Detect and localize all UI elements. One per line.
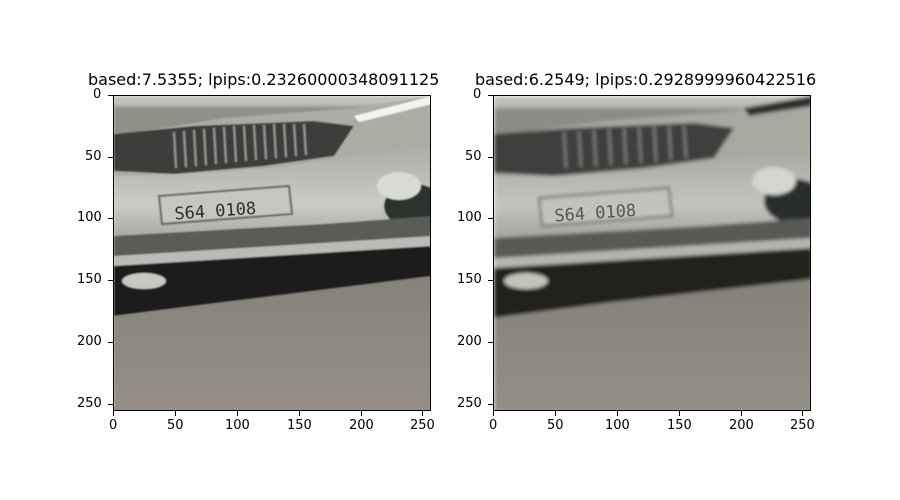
left-x-tick-label: 200	[349, 418, 374, 433]
right-y-tick-label: 100	[457, 210, 482, 225]
right-x-tick-mark	[555, 411, 556, 416]
right-y-tick-label: 50	[465, 149, 482, 164]
left-y-tick-mark	[108, 342, 113, 343]
left-x-tick-mark	[361, 411, 362, 416]
right-y-tick-label: 200	[457, 334, 482, 349]
left-y-tick-mark	[108, 404, 113, 405]
left-y-tick-mark	[108, 280, 113, 281]
left-x-tick-mark	[299, 411, 300, 416]
right-car-image: S64 0108	[494, 96, 810, 410]
left-y-tick-label: 50	[85, 149, 102, 164]
left-x-tick-label: 50	[167, 418, 184, 433]
right-x-tick-mark	[493, 411, 494, 416]
right-x-tick-label: 250	[790, 418, 815, 433]
right-y-tick-label: 0	[473, 87, 482, 102]
left-y-tick-label: 250	[77, 396, 102, 411]
left-image-axes: S64 0108	[113, 95, 431, 411]
right-y-tick-label: 250	[457, 396, 482, 411]
left-car-image: S64 0108	[114, 96, 430, 410]
right-y-tick-mark	[488, 404, 493, 405]
left-y-tick-mark	[108, 95, 113, 96]
right-x-tick-label: 50	[547, 418, 564, 433]
right-x-tick-mark	[802, 411, 803, 416]
left-x-tick-mark	[113, 411, 114, 416]
right-panel-title: based:6.2549; lpips:0.2928999960422516	[475, 70, 817, 89]
right-y-tick-label: 150	[457, 272, 482, 287]
right-x-tick-mark	[679, 411, 680, 416]
left-y-tick-label: 0	[93, 87, 102, 102]
right-y-tick-mark	[488, 157, 493, 158]
right-x-tick-label: 200	[729, 418, 754, 433]
left-x-tick-label: 100	[225, 418, 250, 433]
left-x-tick-label: 0	[109, 418, 118, 433]
right-image-axes: S64 0108	[493, 95, 811, 411]
right-y-tick-mark	[488, 280, 493, 281]
left-x-tick-mark	[422, 411, 423, 416]
left-y-tick-label: 150	[77, 272, 102, 287]
left-y-tick-mark	[108, 157, 113, 158]
left-y-tick-label: 200	[77, 334, 102, 349]
left-y-tick-label: 100	[77, 210, 102, 225]
left-x-tick-mark	[175, 411, 176, 416]
right-x-tick-mark	[617, 411, 618, 416]
right-x-tick-mark	[741, 411, 742, 416]
left-x-tick-label: 250	[410, 418, 435, 433]
right-x-tick-label: 0	[489, 418, 498, 433]
left-y-tick-mark	[108, 218, 113, 219]
right-y-tick-mark	[488, 342, 493, 343]
right-x-tick-label: 100	[605, 418, 630, 433]
right-x-tick-label: 150	[667, 418, 692, 433]
right-y-tick-mark	[488, 95, 493, 96]
right-y-tick-mark	[488, 218, 493, 219]
left-x-tick-mark	[237, 411, 238, 416]
left-panel-title: based:7.5355; lpips:0.23260000348091125	[88, 70, 440, 89]
left-x-tick-label: 150	[287, 418, 312, 433]
